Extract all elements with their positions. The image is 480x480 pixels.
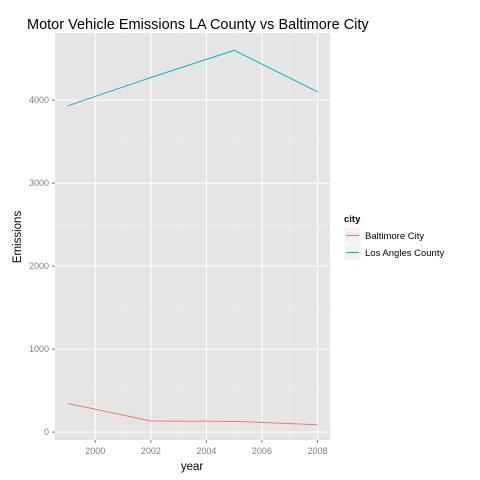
y-tick-label: 0: [44, 427, 49, 437]
legend: city Baltimore City Los Angles County: [343, 214, 444, 262]
y-tick-label: 2000: [29, 261, 49, 271]
series-line: [67, 49, 318, 107]
legend-key: [343, 243, 362, 262]
x-tick-label: 2008: [307, 446, 327, 456]
x-tick-label: 2006: [252, 446, 272, 456]
series-line: [67, 402, 318, 426]
y-tick-label: 3000: [29, 178, 49, 188]
legend-title: city: [344, 214, 361, 225]
legend-label: Baltimore City: [365, 231, 424, 242]
x-tick-label: 2000: [85, 446, 105, 456]
y-tick-label: 1000: [29, 344, 49, 354]
gridlines: [55, 33, 330, 440]
x-axis-label: year: [181, 461, 204, 473]
series-lines: [67, 49, 318, 426]
legend-label: Los Angles County: [365, 248, 444, 259]
y-tick-label: 4000: [29, 95, 49, 105]
x-axis-ticks: 2000 2002 2004 2006 2008: [85, 440, 328, 456]
legend-key: [343, 226, 362, 245]
chart-title: Motor Vehicle Emissions LA County vs Bal…: [27, 17, 369, 33]
y-axis-label: Emissions: [12, 211, 24, 264]
y-axis-ticks: 0 1000 2000 3000 4000: [29, 95, 55, 437]
x-tick-label: 2002: [141, 446, 161, 456]
plot-panel: [55, 33, 330, 440]
x-tick-label: 2004: [196, 446, 216, 456]
